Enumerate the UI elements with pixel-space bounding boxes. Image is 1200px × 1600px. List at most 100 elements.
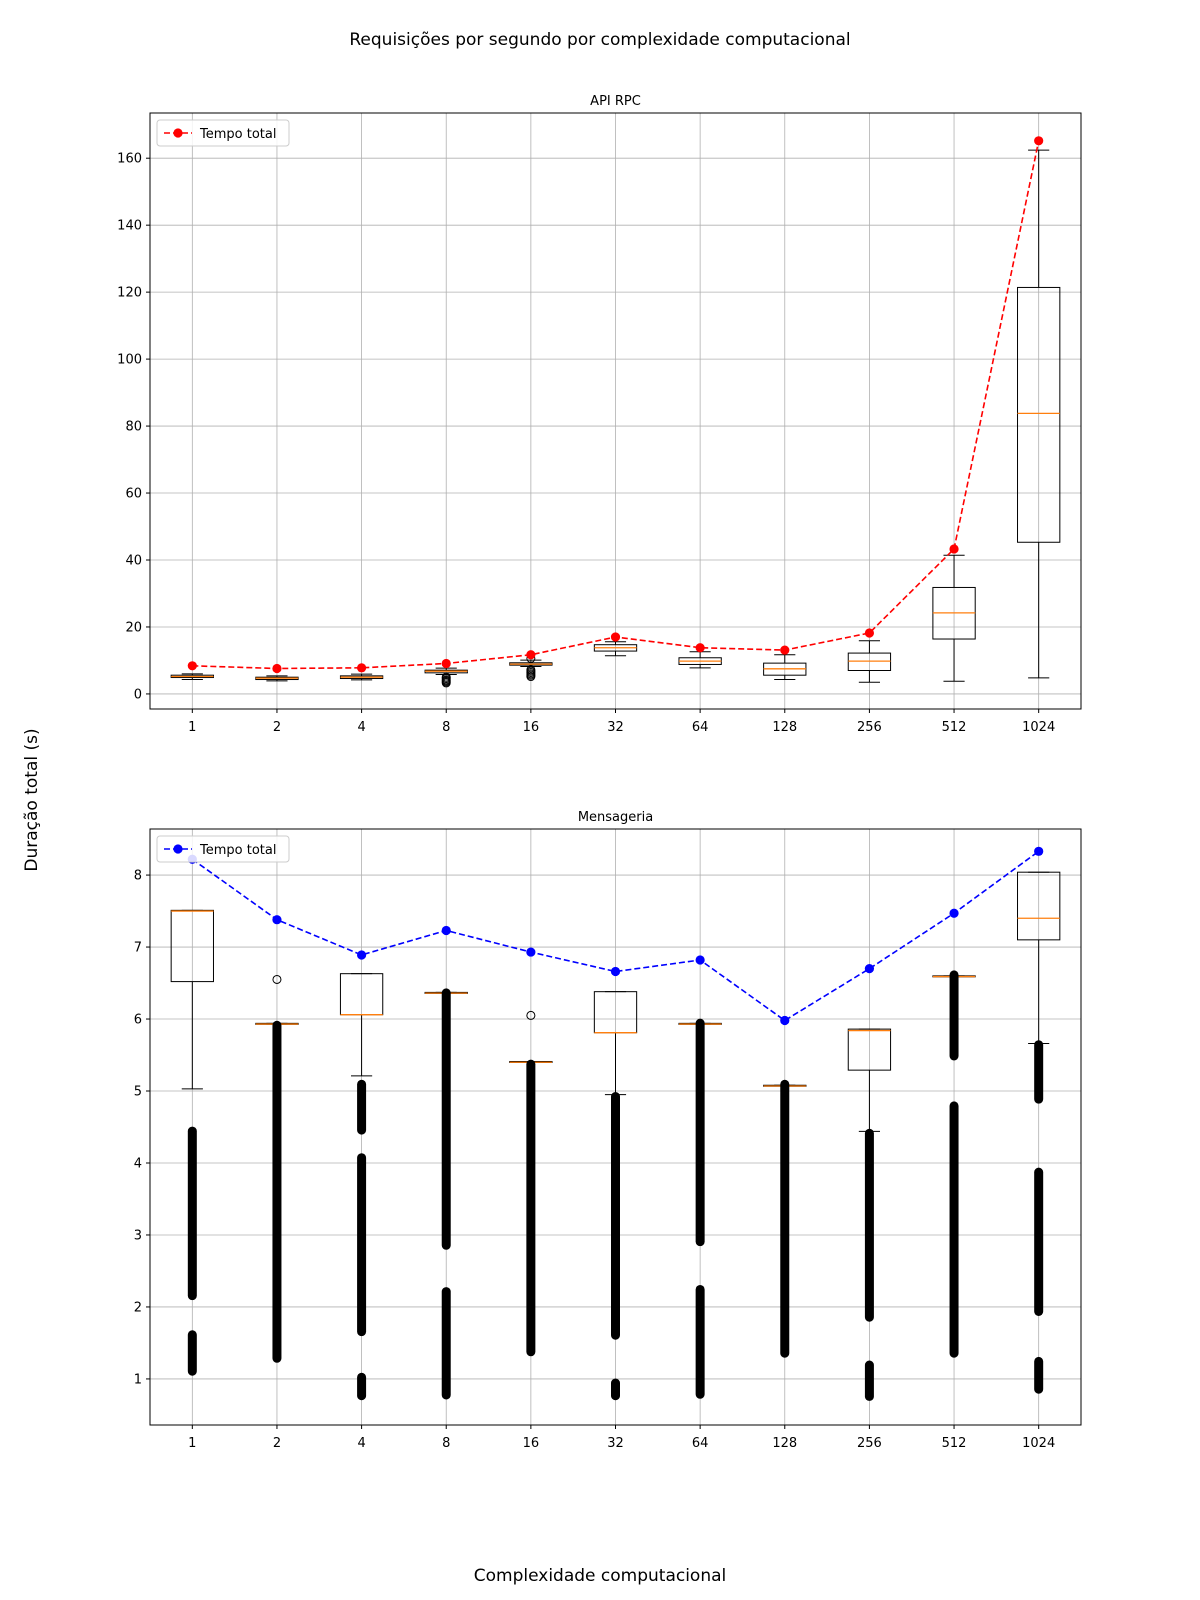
box-iqr (1017, 286, 1061, 543)
box-8 (424, 667, 468, 688)
legend-frame (156, 119, 290, 147)
x-tick-label: 4 (357, 720, 365, 735)
legend-marker (173, 844, 183, 854)
x-tick-label: 1 (188, 720, 196, 735)
flier-cluster (526, 1059, 536, 1357)
y-tick-label: 7 (134, 941, 142, 956)
x-tick-label: 512 (942, 1436, 967, 1451)
legend: Tempo total (156, 835, 290, 863)
series-point (610, 632, 621, 642)
y-tick-label: 4 (134, 1156, 142, 1171)
box-16 (509, 653, 553, 682)
flier-point (272, 974, 282, 984)
series-point (610, 966, 621, 977)
series-line (191, 850, 1040, 1022)
series-point (441, 658, 451, 669)
box-4 (339, 673, 384, 681)
box-1 (170, 909, 214, 1376)
box-256 (847, 640, 892, 683)
box-128 (763, 1079, 807, 1358)
box-64 (678, 651, 722, 669)
y-tick-label: 20 (125, 620, 142, 635)
series-point (1034, 136, 1044, 146)
box-1024 (1017, 149, 1061, 679)
box-32 (593, 991, 638, 1401)
y-tick-label: 0 (134, 687, 142, 702)
y-tick-label: 140 (117, 219, 142, 234)
flier-point (441, 672, 451, 682)
flier-cluster (1034, 1167, 1044, 1316)
x-tick-label: 128 (772, 1436, 797, 1451)
y-tick-label: 6 (134, 1013, 142, 1028)
flier-cluster (441, 1287, 451, 1400)
x-tick-label: 16 (523, 1436, 540, 1451)
box-64 (678, 1018, 722, 1399)
y-tick-label: 3 (134, 1228, 142, 1243)
x-tick-label: 32 (607, 1436, 624, 1451)
flier-cluster (357, 1079, 367, 1135)
x-tick-label: 64 (692, 1436, 709, 1451)
flier-cluster (357, 1153, 367, 1337)
series-point (949, 544, 959, 554)
x-tick-label: 64 (692, 720, 709, 735)
legend-marker (173, 128, 183, 138)
legend-frame (156, 835, 290, 863)
x-tick-label: 512 (942, 720, 967, 735)
x-tick-label: 256 (857, 1436, 882, 1451)
y-tick-label: 2 (134, 1300, 142, 1315)
flier-cluster (949, 970, 959, 1061)
flier-cluster (1034, 1356, 1044, 1394)
series-point (272, 915, 282, 925)
x-tick-label: 1024 (1022, 1436, 1055, 1451)
flier-cluster (611, 1092, 620, 1340)
y-tick-label: 60 (125, 487, 142, 502)
series-point (441, 925, 451, 936)
panel-api-rpc: API RPC 0 20 40 60 80 100 120 140 160 1 2 4 8 16 32 64 12… (117, 94, 1082, 735)
flier-cluster (780, 1079, 790, 1358)
flier-point (526, 665, 536, 675)
box-iqr (847, 652, 892, 671)
series-point (864, 628, 875, 638)
series-point (272, 663, 282, 674)
box-4 (339, 973, 384, 1401)
x-tick-label: 2 (273, 720, 281, 735)
series-point (695, 955, 705, 965)
x-tick-label: 32 (607, 720, 624, 735)
legend: Tempo total (156, 119, 290, 147)
box-1 (170, 673, 214, 681)
box-2 (255, 675, 299, 682)
series-point (1034, 846, 1044, 856)
series-point (864, 964, 875, 974)
panel-mensageria: Mensageria 1 2 3 4 5 6 7 8 1 2 4 8 16 32 64 128 256 512 102… (134, 810, 1082, 1451)
x-tick-label: 2 (273, 1436, 281, 1451)
series-point (695, 643, 705, 653)
figure-title: Requisições por segundo por complexidade… (349, 30, 851, 50)
x-tick-label: 128 (772, 720, 797, 735)
x-tick-label: 256 (857, 720, 882, 735)
flier-cluster (187, 1330, 197, 1376)
flier-cluster (864, 1360, 874, 1401)
panel-title: API RPC (590, 94, 641, 109)
flier-cluster (272, 1020, 282, 1363)
y-tick-label: 40 (125, 554, 142, 569)
box-iqr (847, 1028, 892, 1071)
series-point (780, 1015, 790, 1026)
series-point (780, 645, 790, 655)
box-128 (763, 654, 807, 681)
flier-cluster (864, 1128, 874, 1322)
x-tick-label: 8 (442, 720, 450, 735)
series-point (356, 663, 367, 673)
series-point (356, 950, 367, 960)
series-point (187, 661, 197, 671)
flier-point (526, 1010, 536, 1020)
x-tick-label: 8 (442, 1436, 450, 1451)
x-tick-label: 4 (357, 1436, 365, 1451)
x-tick-label: 16 (523, 720, 540, 735)
box-16 (509, 1010, 553, 1357)
y-tick-label: 1 (134, 1372, 142, 1387)
flier-cluster (949, 1101, 959, 1358)
flier-cluster (695, 1284, 705, 1399)
y-tick-label: 100 (117, 353, 142, 368)
box-512 (932, 970, 976, 1358)
